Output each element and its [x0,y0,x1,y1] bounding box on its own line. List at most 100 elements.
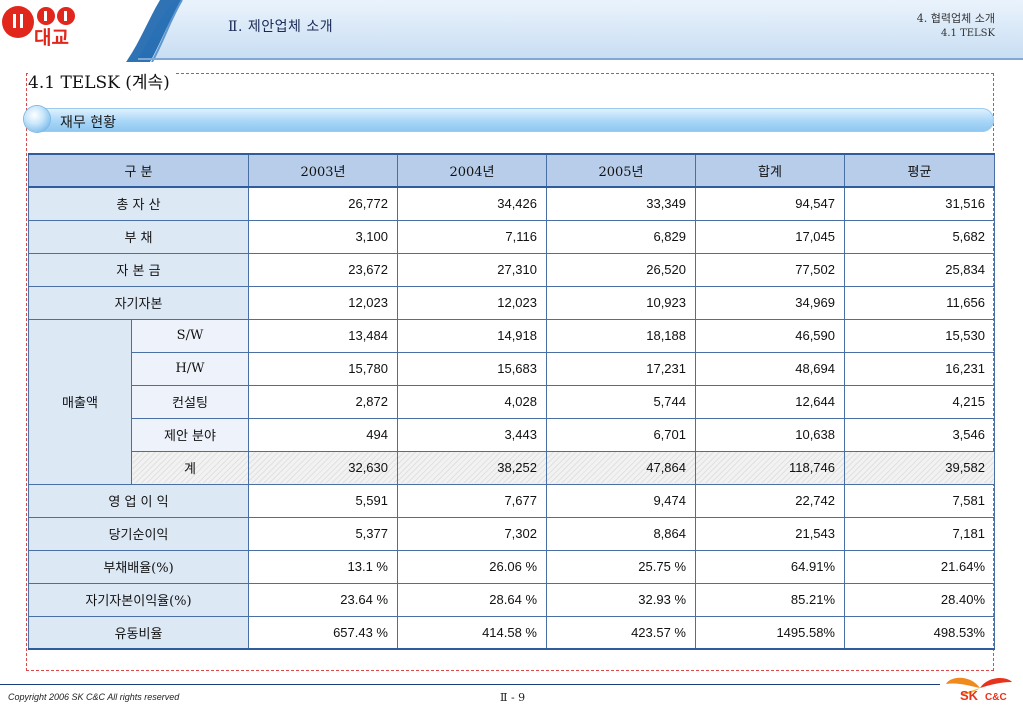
table-cell: 18,188 [546,318,696,353]
page-header: 대교 Ⅱ. 제안업체 소개 4. 협력업체 소개 4.1 TELSK [0,0,1023,62]
table-cell: 33,349 [546,186,696,221]
sub-row-label: H/W [131,351,249,386]
table-cell: 12,023 [397,285,547,320]
table-cell: 13.1 % [248,549,398,584]
table-cell: 31,516 [844,186,995,221]
table-cell: 64.91% [695,549,845,584]
table-header-row: 구 분 2003년 2004년 2005년 합계 평균 [28,153,995,188]
table-row: 총 자 산 26,772 34,426 33,349 94,547 31,516 [28,186,995,221]
table-cell: 34,426 [397,186,547,221]
table-cell: 7,581 [844,483,995,518]
table-cell: 17,045 [695,219,845,254]
table-row: 부채배율(%) 13.1 % 26.06 % 25.75 % 64.91% 21.64% [28,549,995,584]
table-cell: 22,742 [695,483,845,518]
table-cell: 15,780 [248,351,398,386]
row-label: 부채배율(%) [28,549,249,584]
table-cell: 657.43 % [248,615,398,650]
table-cell: 1495.58% [695,615,845,650]
table-cell: 7,116 [397,219,547,254]
subtitle-bar [28,108,994,132]
table-row: 자기자본이익율(%) 23.64 % 28.64 % 32.93 % 85.21% 28.… [28,582,995,617]
financial-table: 구 분 2003년 2004년 2005년 합계 평균 총 자 산 26,772 3… [28,153,995,650]
table-cell: 118,746 [695,450,845,485]
table-cell: 23,672 [248,252,398,287]
table-cell: 6,701 [546,417,696,452]
sub-row-label: S/W [131,318,249,353]
table-row: 당기순이익 5,377 7,302 8,864 21,543 7,181 [28,516,995,551]
row-label: 자기자본 [28,285,249,320]
sub-row-label: 컨설팅 [131,384,249,419]
breadcrumb-section: 4.1 TELSK [940,28,995,39]
table-cell: 27,310 [397,252,547,287]
table-cell: 28.40% [844,582,995,617]
table-cell: 8,864 [546,516,696,551]
column-header: 2003년 [248,153,398,188]
sales-total-row: 계 32,630 38,252 47,864 118,746 39,582 [29,450,995,485]
row-label: 당기순이익 [28,516,249,551]
table-row: H/W 15,780 15,683 17,231 48,694 16,231 [29,351,995,386]
sk-brand-text: SK [960,688,979,703]
column-header: 2004년 [397,153,547,188]
table-cell: 39,582 [844,450,995,485]
table-cell: 7,677 [397,483,547,518]
column-header: 평균 [844,153,995,188]
table-cell: 3,546 [844,417,995,452]
table-cell: 5,591 [248,483,398,518]
sub-row-label: 계 [131,450,249,485]
table-cell: 28.64 % [397,582,547,617]
table-cell: 46,590 [695,318,845,353]
section-title: Ⅱ. 제안업체 소개 [228,19,334,35]
sk-butterfly-icon [946,677,1012,695]
table-cell: 32.93 % [546,582,696,617]
table-cell: 26,772 [248,186,398,221]
table-cell: 23.64 % [248,582,398,617]
table-cell: 498.53% [844,615,995,650]
table-cell: 423.57 % [546,615,696,650]
breadcrumb-chapter: 4. 협력업체 소개 [916,12,995,25]
table-row: 자 본 금 23,672 27,310 26,520 77,502 25,834 [28,252,995,287]
table-cell: 10,638 [695,417,845,452]
table-cell: 414.58 % [397,615,547,650]
page-title: 4.1 TELSK (계속) [28,68,174,93]
sub-row-label: 제안 분야 [131,417,249,452]
table-cell: 26,520 [546,252,696,287]
table-row: 부 채 3,100 7,116 6,829 17,045 5,682 [28,219,995,254]
table-row: 제안 분야 494 3,443 6,701 10,638 3,546 [29,417,995,452]
table-cell: 10,923 [546,285,696,320]
table-cell: 4,028 [397,384,547,419]
table-cell: 4,215 [844,384,995,419]
subtitle-label: 재무 현황 [60,115,116,131]
row-label: 영 업 이 익 [28,483,249,518]
row-label: 유동비율 [28,615,249,650]
page-number: Ⅱ - 9 [500,691,526,704]
table-cell: 5,377 [248,516,398,551]
table-cell: 11,656 [844,285,995,320]
table-cell: 48,694 [695,351,845,386]
table-cell: 7,302 [397,516,547,551]
row-label: 자 본 금 [28,252,249,287]
table-cell: 16,231 [844,351,995,386]
daekyo-logo: 대교 [2,6,75,46]
bullet-orb-icon [24,106,50,132]
svg-text:대교: 대교 [34,27,69,46]
table-cell: 3,443 [397,417,547,452]
table-cell: 17,231 [546,351,696,386]
table-row: 자기자본 12,023 12,023 10,923 34,969 11,656 [28,285,995,320]
table-cell: 15,530 [844,318,995,353]
table-cell: 494 [248,417,398,452]
table-row: 매출액 S/W 13,484 14,918 18,188 46,590 15,530 [28,318,995,485]
table-row: 유동비율 657.43 % 414.58 % 423.57 % 1495.58% 498.… [28,615,995,650]
table-cell: 85.21% [695,582,845,617]
cc-brand-text: C&C [985,692,1007,703]
table-row: 영 업 이 익 5,591 7,677 9,474 22,742 7,581 [28,483,995,518]
table-row: 컨설팅 2,872 4,028 5,744 12,644 4,215 [29,384,995,419]
table-cell: 5,682 [844,219,995,254]
sales-group-label: 매출액 [28,318,132,485]
table-cell: 2,872 [248,384,398,419]
table-cell: 21.64% [844,549,995,584]
header-band [0,0,1023,62]
table-cell: 13,484 [248,318,398,353]
footer-divider [0,684,940,685]
table-cell: 47,864 [546,450,696,485]
table-cell: 15,683 [397,351,547,386]
